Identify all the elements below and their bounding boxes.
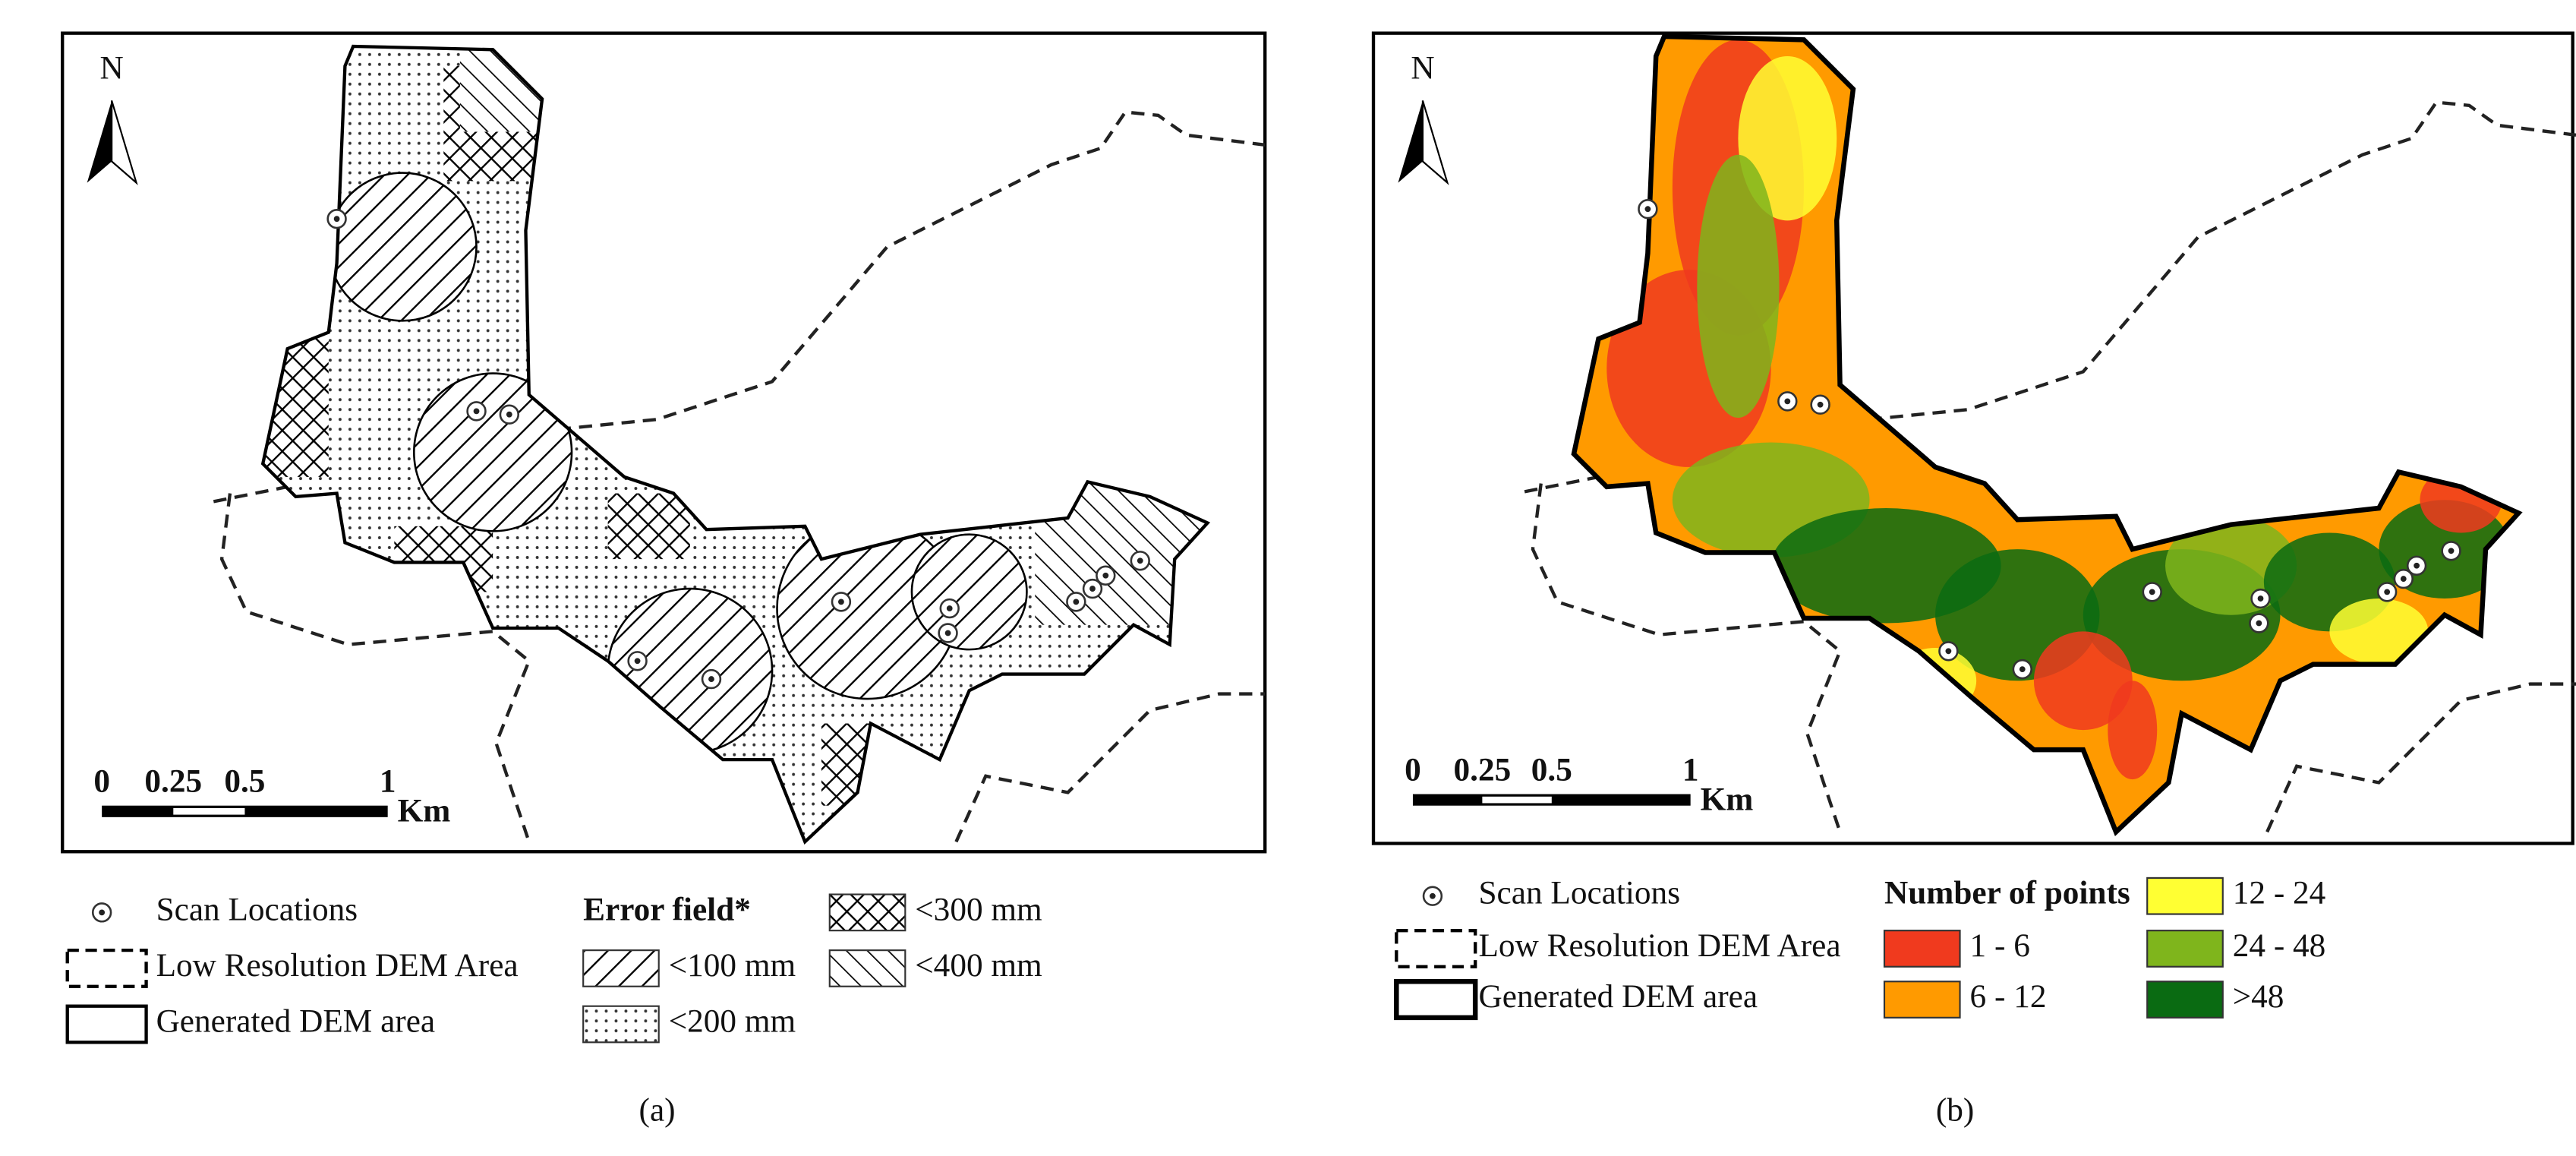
- scale-unit: Km: [398, 792, 451, 829]
- legend-box: [65, 1004, 148, 1044]
- panel-label: (a): [639, 1091, 676, 1128]
- scan-dot: [1137, 557, 1143, 564]
- zone-300: [607, 493, 690, 560]
- legend-text: Low Resolution DEM Area: [1479, 927, 1841, 964]
- legend-swatch: [1883, 981, 1961, 1019]
- scale-bar: [173, 807, 245, 815]
- legend-text: 24 - 48: [2233, 927, 2326, 964]
- legend-text: Generated DEM area: [1479, 978, 1758, 1015]
- low-res-boundary: [2265, 682, 2576, 833]
- scan-dot: [2414, 562, 2420, 569]
- legend-box: [1394, 978, 1478, 1021]
- scan-dot: [838, 599, 844, 605]
- scan-dot: [1945, 648, 1952, 655]
- scale-label: 0.25: [1454, 751, 1512, 788]
- legend-swatch: [2146, 876, 2224, 915]
- scan-dot: [634, 658, 641, 665]
- scale-label: 0.25: [144, 763, 202, 800]
- scan-dot: [1102, 572, 1109, 579]
- panel: N 0 0.25 0.5 1Km Scan Locations Low Resolution…: [1371, 31, 2576, 1128]
- scan-dot: [2256, 620, 2262, 627]
- scale-label: 0: [1405, 751, 1421, 788]
- panel-label: (b): [1936, 1091, 1974, 1128]
- scan-dot: [2400, 576, 2407, 582]
- legend-text: 1 - 6: [1970, 927, 2030, 964]
- legend-swatch: [582, 949, 660, 987]
- scan-dot: [1073, 599, 1080, 605]
- map-frame: [1371, 31, 2574, 845]
- points-patch: [1697, 154, 1780, 418]
- scale-unit: Km: [1701, 781, 1754, 817]
- generated-dem-boundary: [1571, 33, 2523, 836]
- generated-dem-boundary: [260, 44, 1211, 845]
- legend-text: Generated DEM area: [156, 1003, 436, 1039]
- north-label: N: [100, 49, 124, 86]
- legend-text: <100 mm: [669, 947, 796, 984]
- scan-dot: [944, 630, 951, 636]
- points-patch: [2329, 599, 2429, 665]
- legend-text: Low Resolution DEM Area: [156, 947, 519, 984]
- legend-text: Scan Locations: [1479, 875, 1681, 911]
- scan-dot: [1089, 586, 1096, 592]
- scale-label: 0: [93, 763, 110, 800]
- map-frame: [61, 31, 1267, 854]
- points-patch: [2108, 681, 2158, 780]
- legend-swatch: [1883, 930, 1961, 968]
- scan-dot: [1430, 892, 1436, 899]
- zone-100: [910, 533, 1028, 651]
- legend-swatch: [828, 949, 906, 987]
- legend-text: <400 mm: [915, 947, 1042, 984]
- legend-text: Scan Locations: [156, 891, 358, 927]
- scale-label: 1: [380, 763, 396, 800]
- scan-dot: [708, 676, 714, 682]
- north-arrow: [1421, 100, 1449, 185]
- scale-label: 0.5: [224, 763, 265, 800]
- legend-swatch: [828, 893, 906, 932]
- scale-bar: [1482, 796, 1552, 804]
- points-patch: [2033, 631, 2133, 731]
- legend-title: Number of points: [1884, 875, 2130, 911]
- north-label: N: [1411, 49, 1434, 86]
- legend-text: <200 mm: [669, 1003, 796, 1039]
- scan-dot: [2448, 548, 2455, 554]
- scan-dot: [473, 408, 480, 415]
- low-res-boundary: [219, 493, 531, 842]
- scan-dot: [2257, 595, 2264, 602]
- scan-dot: [946, 605, 953, 611]
- low-res-boundary: [954, 692, 1266, 843]
- scan-dot: [2384, 589, 2391, 595]
- scan-dot: [2149, 589, 2155, 595]
- legend-text: <300 mm: [915, 891, 1042, 927]
- north-arrow: [111, 100, 138, 185]
- zone-100: [413, 372, 573, 532]
- points-patch: [1738, 55, 1837, 221]
- scan-dot: [333, 216, 340, 223]
- legend-swatch: [582, 1005, 660, 1044]
- legend-box: [1395, 928, 1477, 968]
- scan-dot: [1817, 401, 1824, 408]
- scale-label: 0.5: [1531, 751, 1572, 788]
- panel: N 0 0.25 0.5 1Km Scan Locations Low Resolution…: [61, 31, 1267, 1128]
- legend-swatch: [2146, 981, 2224, 1019]
- scale-label: 1: [1682, 751, 1699, 788]
- legend-text: >48: [2233, 978, 2284, 1015]
- low-res-boundary: [1531, 483, 1843, 833]
- legend-swatch: [2146, 930, 2224, 968]
- scan-dot: [2019, 666, 2026, 672]
- legend-text: 6 - 12: [1970, 978, 2047, 1015]
- legend-box: [65, 948, 148, 988]
- legend-title: Error field*: [583, 891, 751, 927]
- scan-dot: [1644, 206, 1651, 213]
- zone-100: [327, 172, 478, 322]
- legend-text: 12 - 24: [2233, 875, 2326, 911]
- scan-dot: [506, 411, 512, 418]
- scan-dot: [99, 909, 106, 916]
- scan-dot: [1784, 398, 1791, 405]
